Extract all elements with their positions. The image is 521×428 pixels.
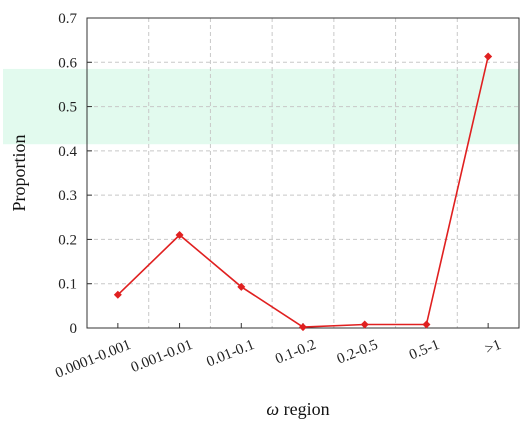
x-tick-label: 0.001-0.01 xyxy=(129,337,195,376)
y-tick-label: 0.5 xyxy=(58,100,77,116)
x-axis-title-text: region xyxy=(279,399,329,419)
data-point xyxy=(175,231,184,239)
y-tick-label: 0.4 xyxy=(58,144,77,160)
data-point xyxy=(237,282,246,291)
x-axis-title: ω region xyxy=(266,399,329,419)
x-axis-title-symbol: ω xyxy=(266,399,279,419)
y-tick-label: 0.3 xyxy=(58,188,77,204)
x-tick-label: 0.5-1 xyxy=(407,337,442,364)
series-markers xyxy=(113,52,493,332)
grid-lines xyxy=(87,18,519,328)
data-point xyxy=(360,320,369,329)
y-tick-label: 0 xyxy=(70,321,78,337)
x-tick-label: 0.1-0.2 xyxy=(273,337,318,368)
y-axis-ticks: 0 0.1 0.2 0.3 0.4 0.5 0.6 0.7 xyxy=(58,11,92,337)
y-tick-label: 0.7 xyxy=(58,11,77,27)
x-tick-label: 0.2-0.5 xyxy=(335,337,380,368)
plot-frame xyxy=(86,17,520,329)
data-point xyxy=(422,320,431,329)
x-tick-label: >1 xyxy=(483,337,504,358)
y-tick-label: 0.1 xyxy=(58,277,77,293)
y-tick-label: 0.2 xyxy=(58,232,77,248)
highlight-band xyxy=(3,68,519,145)
x-tick-label: 0.0001-0.001 xyxy=(53,337,133,382)
data-point xyxy=(484,52,493,61)
x-tick-label: 0.01-0.1 xyxy=(204,337,256,371)
y-tick-label: 0.6 xyxy=(58,55,77,71)
y-axis-title: Proportion xyxy=(9,134,29,211)
data-point xyxy=(299,323,307,332)
data-point xyxy=(113,290,122,299)
